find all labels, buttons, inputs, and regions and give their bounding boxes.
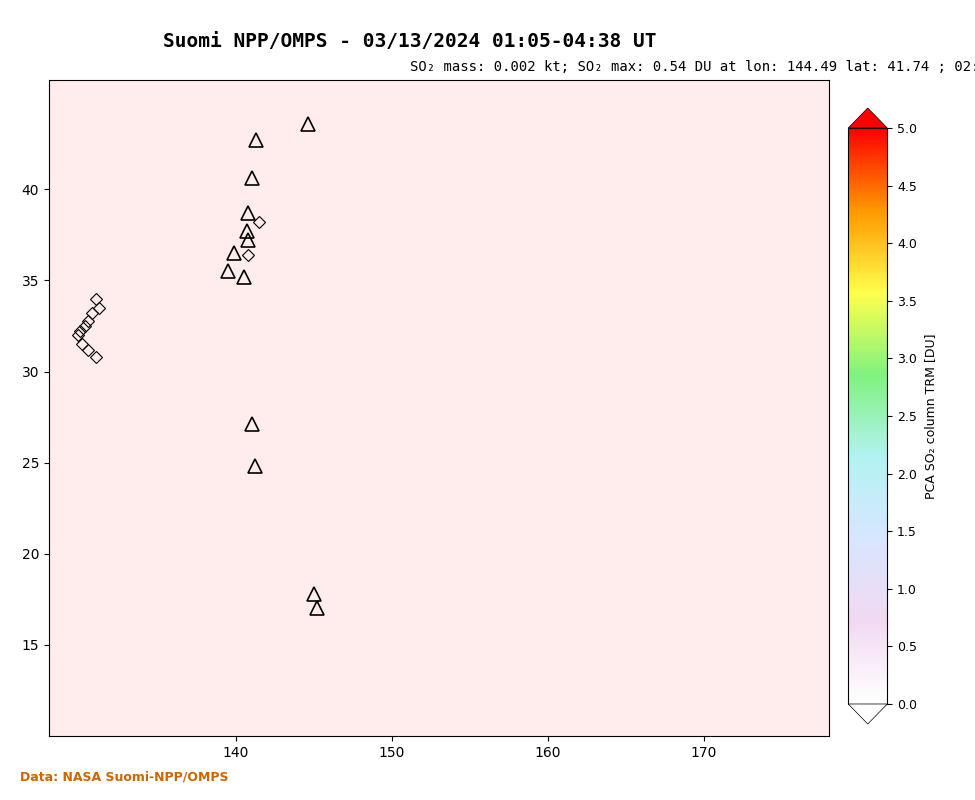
Text: Suomi NPP/OMPS - 03/13/2024 01:05-04:38 UT: Suomi NPP/OMPS - 03/13/2024 01:05-04:38 … bbox=[163, 32, 656, 51]
Text: SO₂ mass: 0.002 kt; SO₂ max: 0.54 DU at lon: 144.49 lat: 41.74 ; 02:55UTC: SO₂ mass: 0.002 kt; SO₂ max: 0.54 DU at … bbox=[410, 60, 975, 74]
Y-axis label: PCA SO₂ column TRM [DU]: PCA SO₂ column TRM [DU] bbox=[924, 334, 937, 498]
Text: Data: NASA Suomi-NPP/OMPS: Data: NASA Suomi-NPP/OMPS bbox=[20, 771, 228, 784]
